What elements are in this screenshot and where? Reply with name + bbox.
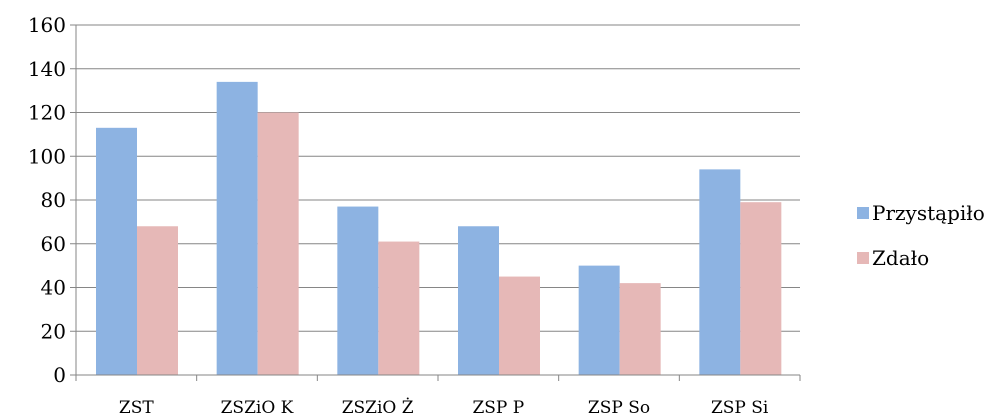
y-tick-label: 20 — [41, 319, 66, 343]
legend-label-zdalo: Zdało — [872, 246, 929, 270]
x-axis-category-labels: ZST ZSZiO K ZSZiO Ż ZSP P ZSP So ZSP Si — [119, 397, 769, 415]
bar-zdalo-0 — [137, 226, 178, 375]
y-tick-label: 0 — [53, 363, 66, 387]
bar-zdalo-5 — [740, 202, 782, 375]
y-axis-tick-labels: 0 20 40 60 80 100 120 140 160 — [28, 13, 66, 387]
bar-zdalo-2 — [378, 241, 420, 375]
y-tick-label: 120 — [28, 101, 66, 125]
x-category-label: ZSZiO Ż — [342, 397, 414, 415]
x-category-label: ZST — [119, 398, 154, 415]
y-tick-label: 40 — [41, 276, 66, 300]
axes — [70, 24, 801, 381]
bar-zdalo-4 — [619, 283, 661, 375]
legend-label-przystapilo: Przystąpiło — [872, 201, 985, 225]
x-category-label: ZSP P — [472, 398, 524, 415]
bars — [96, 81, 782, 375]
bar-przystapilo-0 — [96, 127, 137, 375]
bar-przystapilo-5 — [699, 169, 741, 375]
y-tick-label: 100 — [28, 144, 66, 168]
x-category-label: ZSZiO K — [221, 398, 294, 415]
bar-przystapilo-2 — [337, 206, 379, 375]
bar-zdalo-1 — [257, 112, 299, 375]
bar-przystapilo-3 — [458, 226, 499, 375]
legend-swatch-zdalo — [857, 252, 869, 264]
legend: Przystąpiło Zdało — [857, 201, 985, 270]
legend-swatch-przystapilo — [857, 207, 869, 219]
x-category-label: ZSP Si — [711, 398, 769, 415]
gridlines — [76, 24, 800, 332]
bar-przystapilo-1 — [216, 81, 258, 375]
bar-zdalo-3 — [499, 276, 540, 375]
y-tick-label: 160 — [28, 13, 66, 37]
y-tick-label: 140 — [28, 57, 66, 81]
x-category-label: ZSP So — [588, 398, 650, 415]
bar-przystapilo-4 — [578, 265, 620, 375]
y-tick-label: 80 — [41, 188, 66, 212]
y-tick-label: 60 — [41, 232, 66, 256]
